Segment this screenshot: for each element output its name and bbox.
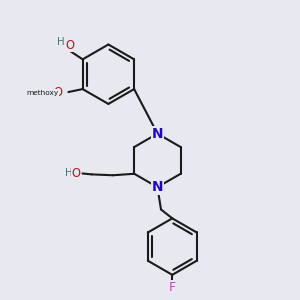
Text: F: F bbox=[169, 281, 176, 294]
Text: O: O bbox=[66, 39, 75, 52]
Text: H: H bbox=[65, 169, 73, 178]
Text: O: O bbox=[71, 167, 80, 180]
Text: N: N bbox=[152, 180, 163, 194]
Text: N: N bbox=[152, 127, 163, 141]
Text: O: O bbox=[53, 86, 62, 99]
Text: methoxy: methoxy bbox=[26, 90, 58, 96]
Text: H: H bbox=[57, 37, 65, 46]
